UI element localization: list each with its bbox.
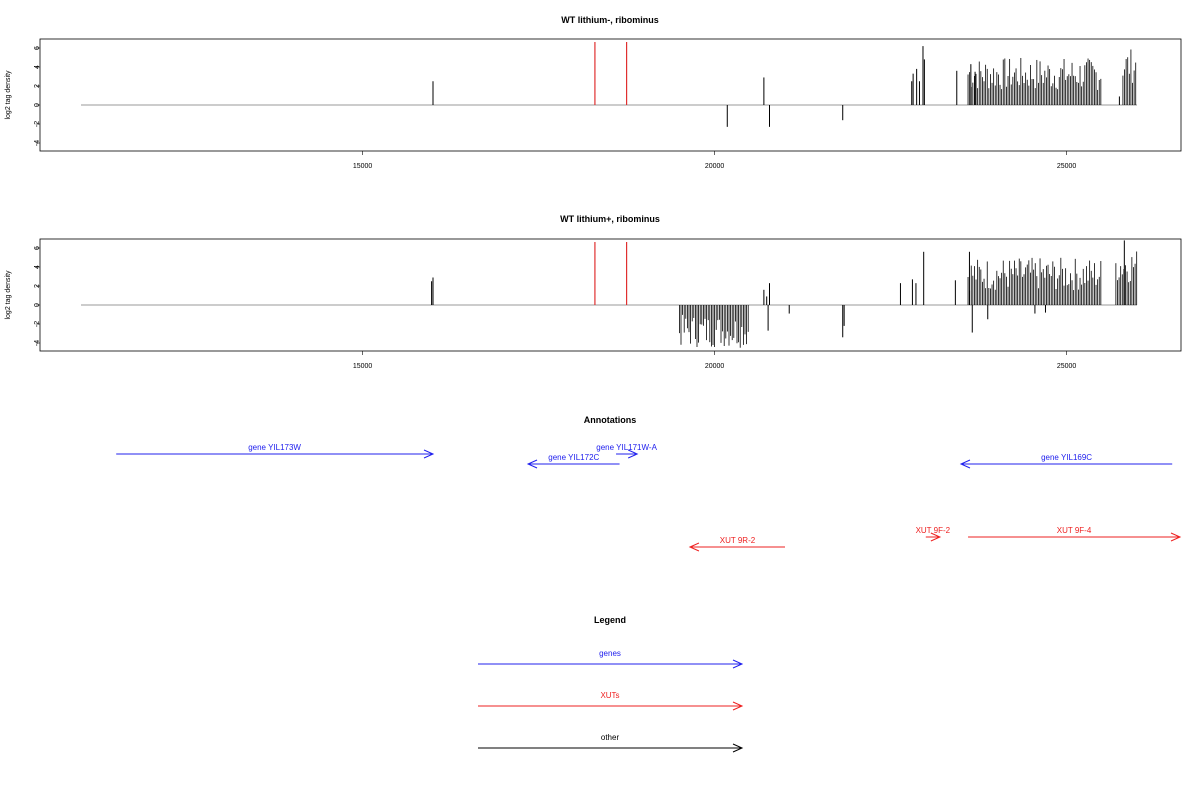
feature-label: XUT 9F-4 xyxy=(1057,526,1092,535)
feature-label: XUT 9R-2 xyxy=(720,536,756,545)
track-2-x-axis: 15000 20000 25000 xyxy=(353,351,1077,370)
feature-label: gene YIL172C xyxy=(548,453,599,462)
feature-arrow-arrowhead xyxy=(930,532,942,542)
track-1-x-axis: 15000 20000 25000 xyxy=(353,151,1077,170)
legend-label: other xyxy=(601,733,620,742)
feature-arrow-arrowhead xyxy=(688,542,700,552)
track-2-x-tick: 25000 xyxy=(1057,363,1077,370)
legend-label: genes xyxy=(599,649,621,658)
feature-genes: gene YIL171W-A xyxy=(596,443,658,459)
feature-label: gene YIL169C xyxy=(1041,453,1092,462)
feature-arrow-arrowhead xyxy=(423,449,435,459)
feature-genes: gene YIL172C xyxy=(526,453,620,469)
track-1-y-axis: 6 4 2 0 -2 -4 xyxy=(34,46,41,146)
legend-entry-genes: genes xyxy=(478,649,744,669)
track-1-x-tick: 20000 xyxy=(705,163,725,170)
track-1-x-tick: 15000 xyxy=(353,163,373,170)
track-1-bars xyxy=(81,42,1137,127)
feature-label: gene YIL171W-A xyxy=(596,443,657,452)
legend-arrow-arrowhead xyxy=(732,743,744,753)
feature-xuts: XUT 9R-2 xyxy=(688,536,785,552)
legend-arrow-arrowhead xyxy=(732,659,744,669)
legend-entry-other: other xyxy=(478,733,744,753)
annotations-title: Annotations xyxy=(584,415,637,425)
track-2-title: WT lithium+, ribominus xyxy=(560,214,660,224)
track-2-x-tick: 20000 xyxy=(705,363,725,370)
feature-xuts: XUT 9F-2 xyxy=(916,526,951,542)
track-1-frame xyxy=(39,38,1182,152)
feature-genes: gene YIL173W xyxy=(116,443,435,459)
track-2-bars xyxy=(81,240,1138,348)
track-panel-1: WT lithium-, ribominus log2 tag density … xyxy=(5,15,1182,170)
feature-arrow-arrowhead xyxy=(627,449,639,459)
legend-label: XUTs xyxy=(600,691,619,700)
track-2-frame xyxy=(39,238,1182,352)
legend-entry-xuts: XUTs xyxy=(478,691,744,711)
annotations-panel: Annotations gene YIL173W gene YIL171W-Age… xyxy=(116,415,1182,552)
feature-arrow-arrowhead xyxy=(1170,532,1182,542)
legend-entries: genes XUTs other xyxy=(478,649,744,753)
feature-label: gene YIL173W xyxy=(248,443,301,452)
track-1-x-tick: 25000 xyxy=(1057,163,1077,170)
track-2-ylabel: log2 tag density xyxy=(5,270,12,320)
feature-arrow-arrowhead xyxy=(959,459,971,469)
track-panel-2: WT lithium+, ribominus log2 tag density … xyxy=(5,214,1182,370)
legend-title: Legend xyxy=(594,615,626,625)
feature-label: XUT 9F-2 xyxy=(916,526,951,535)
track-2-y-axis: 6 4 2 0 -2 -4 xyxy=(34,246,41,346)
feature-xuts: XUT 9F-4 xyxy=(968,526,1182,542)
feature-genes: gene YIL169C xyxy=(959,453,1173,469)
legend-panel: Legend genes XUTs other xyxy=(478,615,744,753)
track-1-title: WT lithium-, ribominus xyxy=(561,15,659,25)
track-2-x-tick: 15000 xyxy=(353,363,373,370)
track-1-ylabel: log2 tag density xyxy=(5,70,12,120)
feature-arrow-arrowhead xyxy=(526,459,538,469)
legend-arrow-arrowhead xyxy=(732,701,744,711)
